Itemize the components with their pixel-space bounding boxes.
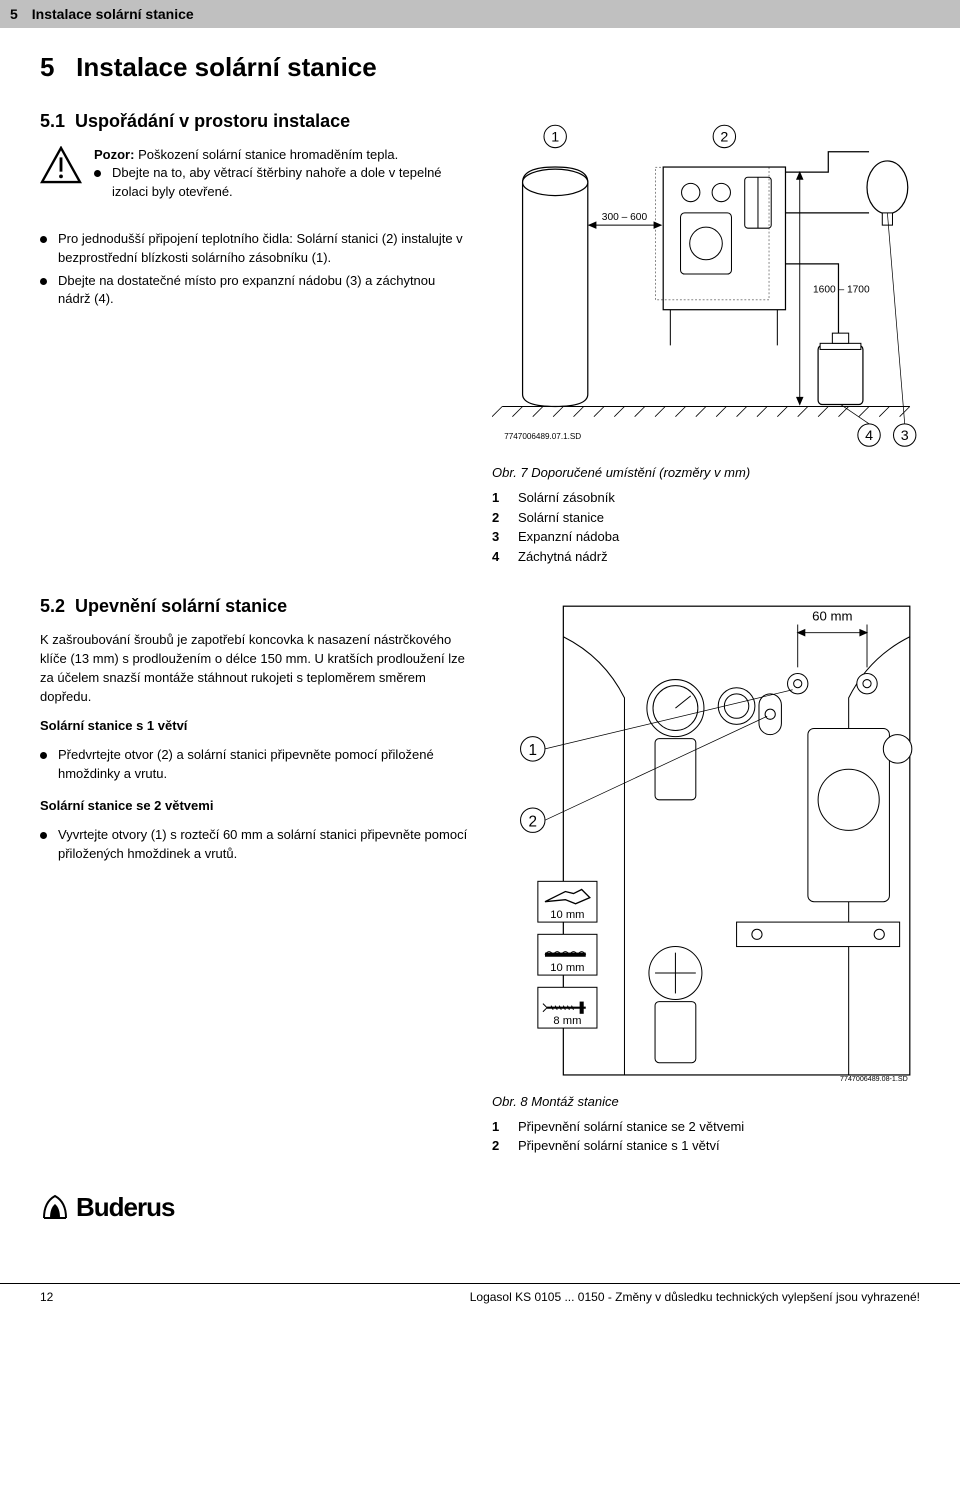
subsection-5-1-heading: 5.1 Uspořádání v prostoru instalace: [40, 111, 468, 132]
svg-text:10 mm: 10 mm: [550, 909, 584, 921]
warning-text: Pozor: Poškození solární stanice hromadě…: [94, 146, 468, 164]
header-section-number: 5: [10, 6, 18, 22]
figure-7-caption: Obr. 7 Doporučené umístění (rozměry v mm…: [492, 465, 920, 480]
svg-text:3: 3: [901, 428, 909, 444]
svg-text:1: 1: [551, 130, 559, 146]
figure-8-legend: 1Připevnění solární stanice se 2 větvemi…: [492, 1117, 920, 1156]
svg-text:1: 1: [529, 742, 538, 759]
warning-bullet: Dbejte na to, aby větrací štěrbiny nahoř…: [94, 164, 468, 202]
figure-8-caption: Obr. 8 Montáž stanice: [492, 1094, 920, 1109]
figure-8: 60 mm: [492, 596, 920, 1155]
subsection-5-2-text: 5.2 Upevnění solární stanice K zašroubov…: [40, 596, 468, 1155]
bullet-item: Dbejte na dostatečné místo pro expanzní …: [40, 272, 468, 310]
body-paragraph: K zašroubování šroubů je zapotřebí konco…: [40, 631, 468, 706]
figure-7: 1: [492, 111, 920, 566]
footer-doc-title: Logasol KS 0105 ... 0150 - Změny v důsle…: [470, 1290, 920, 1304]
sub-heading: Solární stanice s 1 větví: [40, 717, 468, 736]
bullet-item: Předvrtejte otvor (2) a solární stanici …: [40, 746, 468, 784]
bullet-item: Pro jednodušší připojení teplotního čidl…: [40, 230, 468, 268]
brand-mark-icon: [40, 1192, 70, 1222]
sub-heading: Solární stanice se 2 větvemi: [40, 797, 468, 816]
warning-triangle-icon: [40, 146, 82, 184]
body-bullet-list: Pro jednodušší připojení teplotního čidl…: [40, 230, 468, 309]
svg-text:2: 2: [529, 814, 538, 831]
figure-7-diagram: 1: [492, 111, 920, 457]
bullet-item: Vyvrtejte otvory (1) s roztečí 60 mm a s…: [40, 826, 468, 864]
section-heading: 5 Instalace solární stanice: [40, 52, 920, 83]
svg-text:300 – 600: 300 – 600: [602, 212, 648, 223]
page-footer: 12 Logasol KS 0105 ... 0150 - Změny v dů…: [0, 1283, 960, 1304]
warning-block: Pozor: Poškození solární stanice hromadě…: [40, 146, 468, 216]
page-number: 12: [40, 1290, 53, 1304]
subsection-5-1-text: 5.1 Uspořádání v prostoru instalace Pozo…: [40, 111, 468, 566]
svg-text:1600 – 1700: 1600 – 1700: [813, 284, 870, 295]
svg-text:2: 2: [720, 130, 728, 146]
page-header: 5 Instalace solární stanice: [0, 0, 960, 28]
figure-8-diagram: 60 mm: [492, 596, 920, 1085]
figure-7-legend: 1Solární zásobník 2Solární stanice 3Expa…: [492, 488, 920, 566]
svg-text:7747006489.08-1.SD: 7747006489.08-1.SD: [840, 1076, 908, 1084]
svg-text:8 mm: 8 mm: [553, 1015, 581, 1027]
svg-text:60 mm: 60 mm: [812, 609, 852, 624]
header-section-title: Instalace solární stanice: [32, 6, 194, 22]
svg-text:4: 4: [865, 428, 873, 444]
brand-logo: Buderus: [40, 1192, 920, 1223]
brand-name: Buderus: [76, 1192, 174, 1223]
svg-text:10 mm: 10 mm: [550, 962, 584, 974]
subsection-5-2-heading: 5.2 Upevnění solární stanice: [40, 596, 468, 617]
svg-text:7747006489.07.1.SD: 7747006489.07.1.SD: [504, 432, 581, 441]
